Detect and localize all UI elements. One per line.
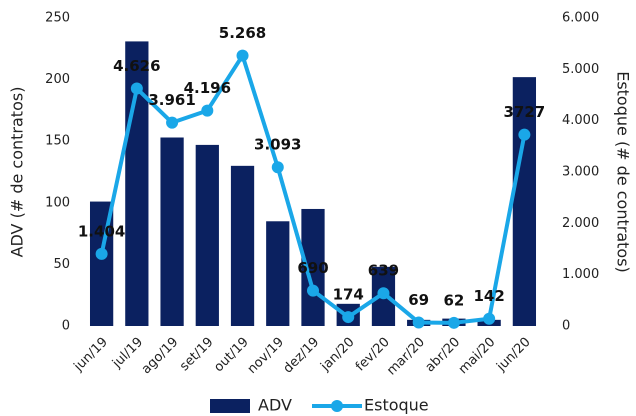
y2-tick-label: 5.000 — [562, 62, 599, 77]
legend-swatch — [210, 399, 250, 413]
point — [201, 104, 214, 117]
point — [271, 161, 284, 174]
point — [342, 311, 355, 324]
point — [447, 316, 460, 329]
point — [236, 49, 249, 62]
data-label: 62 — [443, 291, 464, 309]
point — [412, 316, 425, 329]
x-tick-label: mar/20 — [384, 335, 428, 379]
y2-tick-label: 6.000 — [562, 11, 599, 26]
data-label: 4.196 — [184, 79, 231, 97]
data-label: 69 — [408, 291, 429, 309]
bar — [512, 77, 537, 326]
x-tick-label: jun/19 — [71, 335, 111, 375]
y2-tick-label: 0 — [562, 319, 570, 334]
legend-label: ADV — [258, 396, 292, 415]
point — [95, 247, 108, 260]
data-label: 4.626 — [113, 57, 160, 75]
data-label: 142 — [473, 287, 504, 305]
y2-tick-label: 3.000 — [562, 165, 599, 180]
y2-tick-label: 4.000 — [562, 113, 599, 128]
y-tick-label: 50 — [53, 257, 70, 272]
y-tick-label: 100 — [45, 195, 70, 210]
data-label: 1.404 — [78, 222, 125, 240]
legend-swatch — [331, 400, 343, 412]
point — [518, 128, 531, 141]
y-tick-label: 0 — [62, 319, 70, 334]
point — [377, 287, 390, 300]
y2-axis-title: Estoque (# de contratos) — [614, 71, 633, 273]
point — [307, 284, 319, 297]
point — [130, 82, 143, 95]
bar — [195, 144, 219, 326]
y-axis-title: ADV (# de contratos) — [8, 87, 27, 258]
data-label: 3.093 — [254, 136, 301, 154]
x-tick-label: jun/20 — [493, 335, 533, 375]
x-tick-label: mai/20 — [456, 335, 499, 378]
data-label: 639 — [368, 262, 399, 280]
x-tick-label: set/19 — [177, 335, 216, 374]
point — [166, 116, 179, 129]
x-tick-label: dez/19 — [281, 335, 323, 377]
x-tick-label: jan/20 — [317, 335, 357, 375]
x-tick-label: ago/19 — [139, 335, 181, 377]
data-label: 5.268 — [219, 24, 266, 42]
data-label: 174 — [333, 286, 364, 304]
bar — [160, 137, 184, 326]
legend-label: Estoque — [364, 396, 429, 415]
y-tick-label: 200 — [45, 72, 70, 87]
bar — [230, 165, 255, 326]
y-tick-label: 150 — [45, 134, 70, 149]
y-tick-label: 250 — [45, 11, 70, 26]
y2-tick-label: 1.000 — [562, 267, 599, 282]
data-label: 3727 — [504, 103, 546, 121]
data-label: 3.961 — [148, 91, 195, 109]
point — [483, 312, 496, 325]
data-label: 690 — [297, 259, 328, 277]
x-tick-label: nov/19 — [245, 335, 287, 377]
y2-tick-label: 2.000 — [562, 216, 599, 231]
bar — [266, 221, 290, 326]
x-tick-label: out/19 — [211, 335, 251, 375]
